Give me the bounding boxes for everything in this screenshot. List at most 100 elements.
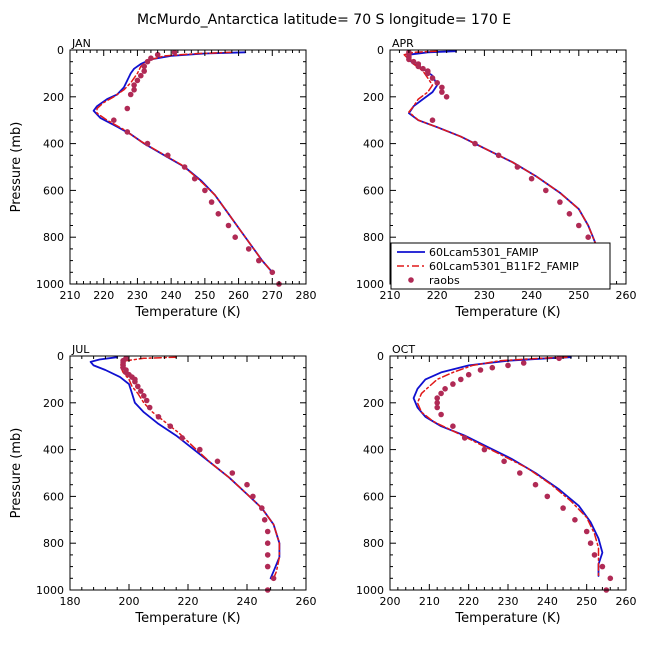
x-tick-label: 220 xyxy=(178,595,199,608)
panel-jan: JAN 210 220 230 240 250 260 270 280 0 200 400 600 80… xyxy=(9,37,317,320)
raobs-point xyxy=(138,388,144,394)
raobs-point xyxy=(143,397,150,404)
x-axis-label: Temperature (K) xyxy=(134,305,240,320)
raobs-point xyxy=(576,222,582,229)
x-axis-label: Temperature (K) xyxy=(134,611,240,626)
x-tick-label: 270 xyxy=(262,289,283,302)
raobs-point xyxy=(406,56,412,63)
panel-jul: JUL 180 200 220 240 260 0 200 400 600 800 1000 Temp… xyxy=(9,343,317,626)
y-tick-label: 400 xyxy=(43,444,64,457)
raobs-point xyxy=(585,234,591,240)
x-tick-label: 220 xyxy=(93,289,114,302)
raobs-point xyxy=(587,540,594,546)
raobs-point xyxy=(155,414,162,420)
y-tick-label: 800 xyxy=(363,231,384,244)
x-tick-label: 230 xyxy=(498,595,519,608)
x-tick-label: 200 xyxy=(119,595,140,608)
y-tick-label: 400 xyxy=(363,138,384,151)
plot-frame xyxy=(69,355,307,591)
raobs-point xyxy=(410,58,417,65)
y-tick-label: 600 xyxy=(363,490,384,503)
raobs-point xyxy=(264,540,271,546)
series-line-b11f2-famip xyxy=(416,356,600,577)
raobs-point xyxy=(165,152,171,159)
x-tick-label: 180 xyxy=(60,595,81,608)
raobs-point xyxy=(443,94,450,100)
raobs-point xyxy=(256,257,262,264)
raobs-point xyxy=(439,89,445,95)
raobs-point xyxy=(528,175,535,182)
series-line-b11f2-famip xyxy=(119,356,281,580)
raobs-point xyxy=(179,435,185,441)
y-tick-label: 200 xyxy=(363,91,384,104)
raobs-point xyxy=(202,187,208,194)
raobs-point xyxy=(215,211,222,217)
raobs-point xyxy=(583,528,590,535)
raobs-point xyxy=(225,222,232,229)
y-tick-label: 0 xyxy=(57,44,64,57)
raobs-point xyxy=(124,105,131,112)
x-axis-label: Temperature (K) xyxy=(454,611,560,626)
panel-title-jul: JUL xyxy=(71,343,90,356)
y-tick-label: 1000 xyxy=(36,278,64,291)
panel-title-apr: APR xyxy=(392,37,414,50)
raobs-point xyxy=(517,470,523,476)
y-tick-label: 400 xyxy=(363,444,384,457)
raobs-point xyxy=(127,91,134,98)
raobs-point xyxy=(134,77,141,84)
y-tick-label: 0 xyxy=(377,44,384,57)
panel-title-jan: JAN xyxy=(71,37,91,50)
raobs-point xyxy=(461,435,468,441)
raobs-point xyxy=(434,80,440,86)
raobs-point xyxy=(501,458,507,465)
raobs-point xyxy=(229,470,236,476)
legend-label-raobs: raobs xyxy=(429,274,460,287)
raobs-point xyxy=(197,446,203,453)
raobs-point xyxy=(429,75,436,81)
panel-oct: OCT 200 210 220 230 240 250 260 0 200 400 600 800 10… xyxy=(356,343,637,626)
x-tick-label: 210 xyxy=(60,289,81,302)
raobs-point xyxy=(543,187,549,194)
raobs-point xyxy=(141,393,147,399)
raobs-point xyxy=(148,55,154,61)
x-tick-label: 210 xyxy=(380,289,401,302)
y-tick-label: 400 xyxy=(43,138,64,151)
x-tick-label: 240 xyxy=(521,289,542,302)
raobs-point xyxy=(599,563,606,570)
legend: 60Lcam5301_FAMIP 60Lcam5301_B11F2_FAMIP … xyxy=(390,242,611,290)
raobs-point xyxy=(144,140,151,147)
raobs-point xyxy=(124,129,131,135)
raobs-point xyxy=(167,423,174,429)
y-tick-label: 1000 xyxy=(36,584,64,597)
raobs-point xyxy=(141,68,147,74)
y-tick-label: 200 xyxy=(43,91,64,104)
raobs-point xyxy=(111,117,117,123)
x-tick-label: 260 xyxy=(616,289,637,302)
raobs-point xyxy=(532,481,539,488)
raobs-point xyxy=(566,211,573,217)
x-tick-label: 220 xyxy=(427,289,448,302)
raobs-point xyxy=(264,528,271,535)
y-tick-label: 800 xyxy=(43,537,64,550)
raobs-point xyxy=(472,140,478,147)
x-tick-label: 260 xyxy=(228,289,249,302)
x-tick-label: 260 xyxy=(296,595,317,608)
raobs-point xyxy=(261,517,268,523)
x-tick-label: 230 xyxy=(474,289,495,302)
raobs-point xyxy=(425,70,431,77)
raobs-point xyxy=(520,360,527,366)
y-tick-label: 1000 xyxy=(356,584,384,597)
raobs-point xyxy=(465,371,472,378)
raobs-point xyxy=(434,404,440,411)
plot-frame xyxy=(389,355,627,591)
raobs-point xyxy=(495,152,502,159)
raobs-point xyxy=(607,575,614,582)
x-tick-label: 240 xyxy=(537,595,558,608)
raobs-point xyxy=(544,493,551,500)
legend-label-famip: 60Lcam5301_FAMIP xyxy=(429,246,539,259)
raobs-point xyxy=(244,481,250,488)
y-tick-label: 0 xyxy=(377,350,384,363)
series-line-famip xyxy=(89,356,281,580)
raobs-point xyxy=(259,505,265,511)
legend-label-b11f2: 60Lcam5301_B11F2_FAMIP xyxy=(429,260,579,273)
